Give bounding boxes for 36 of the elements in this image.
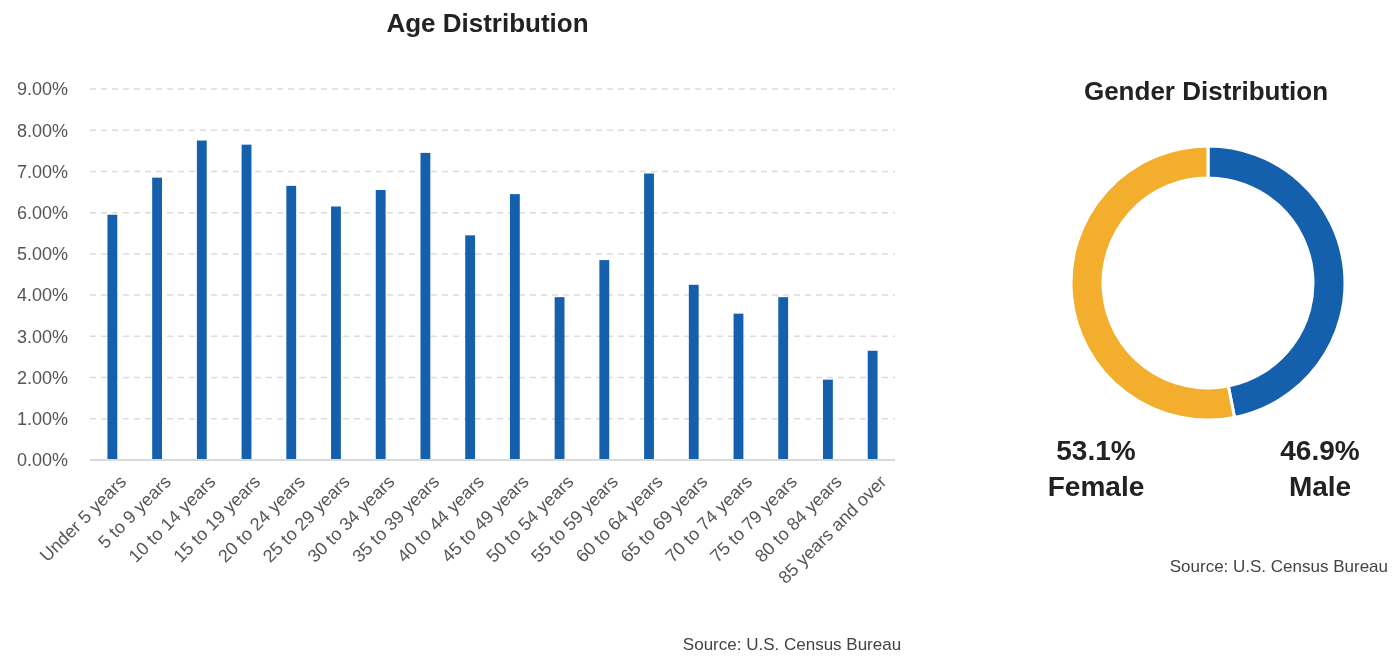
y-tick-label: 7.00% bbox=[16, 161, 68, 182]
bar bbox=[599, 260, 610, 460]
y-tick-label: 1.00% bbox=[16, 409, 68, 430]
bar bbox=[733, 313, 744, 460]
slice-label: Female bbox=[1047, 471, 1145, 502]
bar bbox=[196, 140, 207, 460]
bar bbox=[823, 379, 833, 460]
source-note: Source: U.S. Census Bureau bbox=[1169, 557, 1388, 576]
y-tick-label: 6.00% bbox=[16, 202, 68, 223]
bar bbox=[644, 173, 654, 460]
bar bbox=[152, 177, 162, 460]
bar bbox=[107, 214, 118, 460]
y-tick-label: 9.00% bbox=[16, 79, 68, 100]
source-note: Source: U.S. Census Bureau bbox=[682, 635, 902, 654]
y-tick-label: 4.00% bbox=[16, 285, 68, 306]
chart-title: Gender Distribution bbox=[1083, 76, 1329, 106]
bar bbox=[375, 189, 386, 460]
y-tick-label: 0.00% bbox=[16, 450, 68, 471]
bar bbox=[420, 152, 431, 460]
y-tick-label: 3.00% bbox=[16, 326, 68, 347]
bar bbox=[465, 235, 476, 460]
bar bbox=[778, 297, 789, 460]
bar bbox=[331, 206, 341, 460]
y-tick-label: 8.00% bbox=[16, 120, 68, 141]
bar bbox=[554, 297, 565, 460]
chart-title: Age Distribution bbox=[386, 8, 589, 38]
bar bbox=[241, 144, 252, 460]
bar bbox=[867, 350, 878, 460]
data-label: 53.1% bbox=[1056, 435, 1136, 466]
data-label: 46.9% bbox=[1280, 435, 1360, 466]
slice-label: Male bbox=[1288, 471, 1352, 502]
bar bbox=[286, 185, 297, 460]
bar bbox=[688, 284, 699, 460]
y-tick-label: 5.00% bbox=[16, 244, 68, 265]
bar bbox=[509, 194, 520, 460]
y-tick-label: 2.00% bbox=[16, 367, 68, 388]
